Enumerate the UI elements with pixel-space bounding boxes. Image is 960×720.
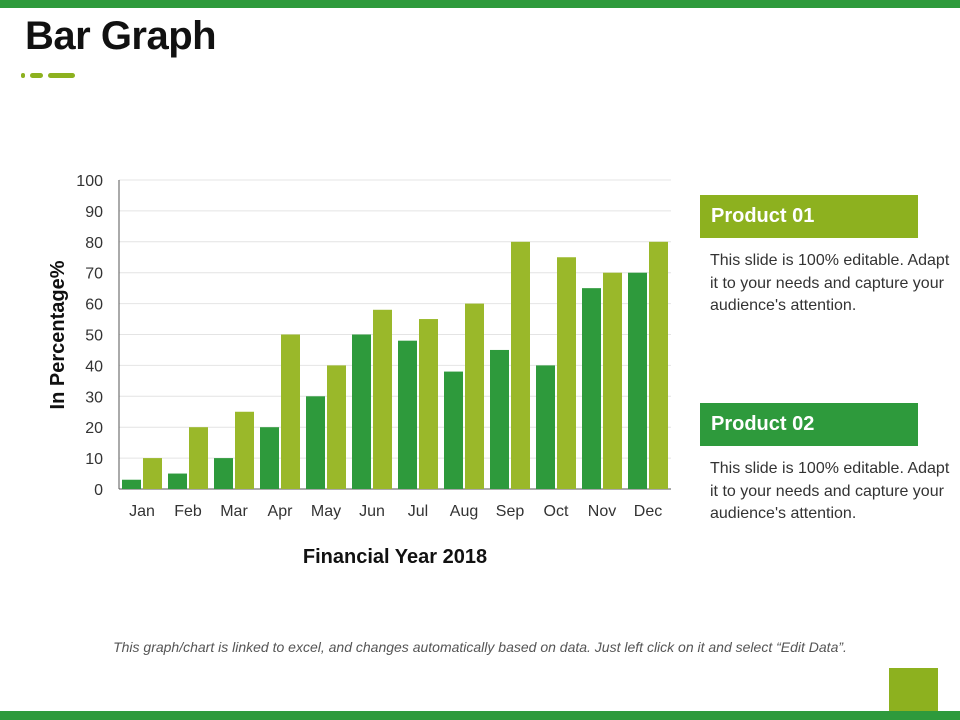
y-tick-label: 10	[85, 451, 103, 468]
chart-gridlines	[119, 179, 671, 459]
x-tick-label: Jan	[129, 503, 155, 520]
bar-series2-may	[327, 365, 346, 489]
bar-series1-feb	[168, 473, 187, 489]
x-axis-label: Financial Year 2018	[303, 546, 487, 568]
x-tick-label: Jul	[408, 503, 428, 520]
bar-series2-jan	[143, 458, 162, 489]
bar-series2-aug	[465, 303, 484, 489]
product-01-label-box: Product 01	[700, 195, 918, 238]
bar-series1-mar	[214, 458, 233, 489]
bar-series2-jul	[419, 319, 438, 489]
bar-series2-apr	[281, 334, 300, 489]
y-tick-label: 90	[85, 204, 103, 221]
x-tick-label: Oct	[544, 503, 569, 520]
bottom-accent-bar	[0, 711, 960, 720]
y-axis-label: In Percentage%	[47, 260, 69, 409]
x-tick-label: May	[311, 503, 341, 520]
y-tick-label: 100	[76, 173, 103, 190]
bar-series1-nov	[582, 288, 601, 489]
x-tick-label: Nov	[588, 503, 616, 520]
x-tick-label: Aug	[450, 503, 478, 520]
x-tick-label: Apr	[268, 503, 294, 520]
bar-series1-jul	[398, 340, 417, 489]
corner-decoration-square	[889, 668, 938, 716]
bar-series2-mar	[235, 411, 254, 489]
y-tick-label: 60	[85, 297, 103, 314]
bar-chart: 0 10 20 30 40 50 60 70 80 90 100 Jan Feb Mar Apr May Jun…	[47, 173, 671, 568]
bar-series1-may	[306, 396, 325, 489]
x-tick-label: Dec	[634, 503, 662, 520]
bar-series1-apr	[260, 427, 279, 489]
bar-series1-jun	[352, 334, 371, 489]
y-tick-label: 0	[94, 482, 103, 499]
chart-bars	[122, 241, 668, 489]
footer-note: This graph/chart is linked to excel, and…	[113, 639, 847, 655]
title-underline-decoration	[21, 73, 77, 79]
y-tick-label: 20	[85, 420, 103, 437]
bar-series2-nov	[603, 272, 622, 489]
product-01-description: This slide is 100% editable. Adapt it to…	[710, 252, 950, 314]
bar-series1-oct	[536, 365, 555, 489]
slide-title: Bar Graph	[25, 14, 217, 58]
bar-series2-feb	[189, 427, 208, 489]
y-tick-label: 70	[85, 266, 103, 283]
x-tick-label: Mar	[220, 503, 248, 520]
chart-tick-labels: 0 10 20 30 40 50 60 70 80 90 100 Jan Feb Mar Apr May Jun…	[76, 173, 662, 520]
product-02-description: This slide is 100% editable. Adapt it to…	[710, 460, 950, 522]
y-tick-label: 30	[85, 389, 103, 406]
x-tick-label: Sep	[496, 503, 525, 520]
bar-series2-jun	[373, 309, 392, 489]
bar-series1-dec	[628, 272, 647, 489]
bar-series2-oct	[557, 257, 576, 489]
chart-axes	[118, 180, 671, 490]
y-tick-label: 80	[85, 235, 103, 252]
product-02-label-box: Product 02	[700, 403, 918, 446]
top-accent-bar	[0, 0, 960, 8]
y-tick-label: 50	[85, 328, 103, 345]
x-tick-label: Jun	[359, 503, 385, 520]
x-tick-label: Feb	[174, 503, 202, 520]
bar-series2-dec	[649, 241, 668, 489]
bar-series1-aug	[444, 371, 463, 489]
bar-series1-sep	[490, 349, 509, 489]
bar-series2-sep	[511, 241, 530, 489]
y-tick-label: 40	[85, 358, 103, 375]
bar-series1-jan	[122, 479, 141, 489]
